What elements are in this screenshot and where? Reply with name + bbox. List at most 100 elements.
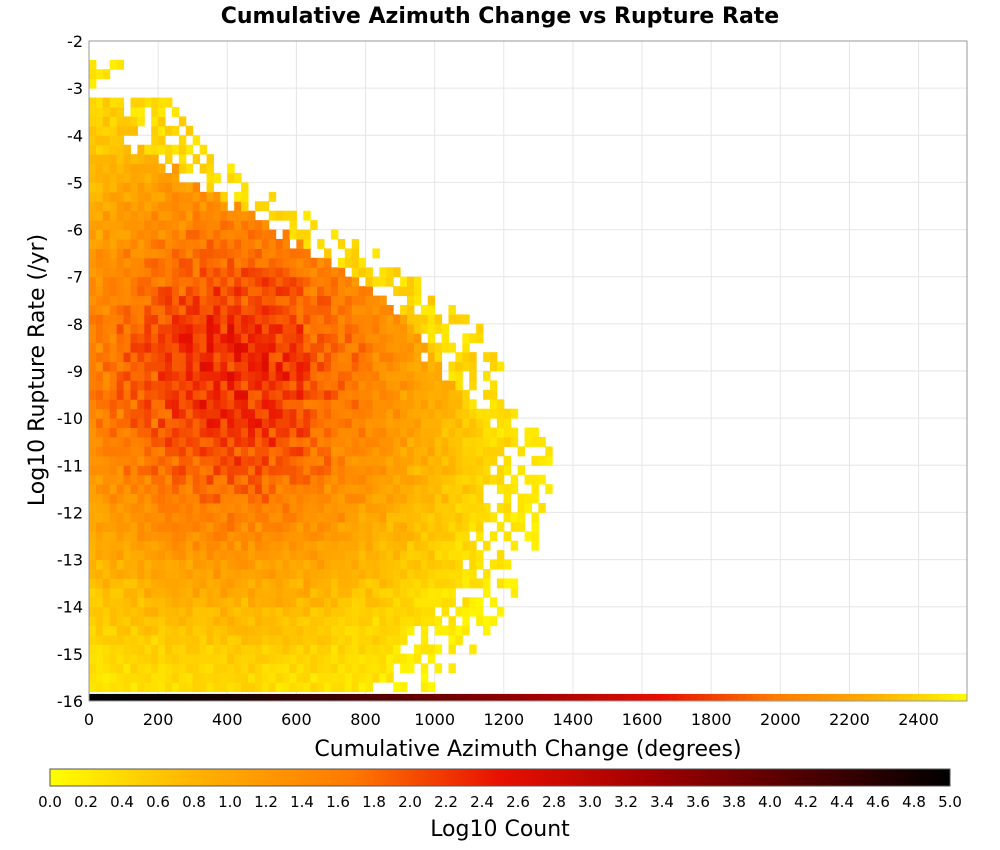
heatmap-cell (130, 418, 138, 429)
heatmap-cell (165, 474, 173, 485)
heatmap-cell (123, 521, 131, 532)
heatmap-cell (158, 380, 166, 391)
heatmap-cell (372, 389, 380, 400)
heatmap-cell (102, 295, 111, 306)
colorbar-tick-label: 2.4 (470, 793, 494, 811)
heatmap-cell (275, 352, 284, 363)
heatmap-cell (227, 635, 235, 645)
heatmap-cell (324, 635, 332, 645)
heatmap-cell (151, 559, 159, 570)
heatmap-cell (483, 352, 491, 363)
heatmap-cell (503, 493, 512, 504)
heatmap-cell (116, 97, 125, 108)
heatmap-cell (109, 305, 118, 315)
heatmap-cell (462, 389, 470, 400)
heatmap-cell (109, 361, 118, 372)
heatmap-cell (123, 352, 131, 363)
heatmap-cell (102, 342, 111, 353)
heatmap-cell (351, 503, 360, 513)
heatmap-cell (344, 399, 353, 410)
heatmap-cell (538, 503, 546, 513)
heatmap-cell (344, 606, 353, 617)
heatmap-cell (192, 437, 201, 447)
heatmap-cell (344, 427, 353, 438)
heatmap-cell (102, 644, 111, 655)
heatmap-cell (151, 248, 159, 259)
heatmap-cell (330, 305, 339, 315)
heatmap-cell (261, 521, 270, 532)
heatmap-cell (213, 663, 221, 674)
heatmap-cell (455, 418, 463, 429)
heatmap-cell (289, 210, 297, 221)
heatmap-cell (358, 399, 367, 410)
heatmap-cell (171, 653, 180, 664)
heatmap-cell (116, 474, 125, 485)
heatmap-cell (483, 455, 491, 466)
heatmap-cell (351, 408, 360, 419)
heatmap-cell (144, 144, 152, 155)
heatmap-cell (268, 314, 277, 325)
heatmap-cell (95, 682, 104, 693)
heatmap-cell (130, 531, 138, 542)
heatmap-cell (109, 333, 118, 344)
heatmap-cell (192, 389, 201, 400)
heatmap-cell (386, 540, 394, 551)
heatmap-cell (116, 437, 125, 447)
heatmap-cell (95, 116, 104, 127)
heatmap-cell (123, 465, 131, 476)
heatmap-cell (220, 644, 228, 655)
heatmap-cell (330, 644, 339, 655)
heatmap-cell (109, 144, 118, 155)
heatmap-cell (337, 314, 346, 325)
heatmap-cell (282, 559, 290, 570)
heatmap-cell (469, 540, 477, 551)
heatmap-cell (324, 333, 332, 344)
heatmap-cell (165, 210, 173, 221)
heatmap-cell (102, 276, 111, 287)
heatmap-cell (144, 191, 152, 202)
heatmap-cell (130, 512, 138, 523)
heatmap-cell (455, 455, 463, 466)
heatmap-cell (393, 644, 401, 655)
heatmap-floor-cell (807, 693, 816, 701)
heatmap-cell (386, 408, 394, 419)
heatmap-cell (344, 597, 353, 608)
heatmap-cell (324, 653, 332, 664)
heatmap-cell (289, 474, 297, 485)
heatmap-cell (379, 653, 387, 664)
heatmap-cell (192, 314, 201, 325)
heatmap-cell (102, 587, 111, 598)
heatmap-cell (102, 569, 111, 579)
heatmap-cell (496, 361, 505, 372)
heatmap-cell (171, 210, 180, 221)
heatmap-cell (116, 587, 125, 598)
heatmap-cell (151, 163, 159, 174)
heatmap-cell (178, 521, 187, 532)
heatmap-cell (206, 597, 214, 608)
heatmap-cell (123, 116, 131, 127)
heatmap-cell (254, 587, 263, 598)
heatmap-cell (109, 672, 118, 683)
heatmap-cell (282, 342, 290, 353)
heatmap-cell (324, 606, 332, 617)
heatmap-cell (489, 427, 498, 438)
heatmap-cell (448, 521, 456, 532)
heatmap-cell (393, 616, 401, 627)
heatmap-cell (213, 286, 221, 297)
colorbar-tick-label: 0.4 (110, 793, 134, 811)
heatmap-floor-cell (586, 693, 595, 701)
heatmap-cell (483, 569, 491, 579)
heatmap-cell (282, 437, 290, 447)
heatmap-cell (317, 644, 325, 655)
heatmap-cell (151, 286, 159, 297)
heatmap-cell (248, 314, 256, 325)
heatmap-cell (89, 540, 97, 551)
heatmap-cell (158, 305, 166, 315)
heatmap-cell (95, 389, 104, 400)
heatmap-cell (434, 559, 443, 570)
heatmap-cell (261, 220, 270, 231)
heatmap-cell (151, 672, 159, 683)
heatmap-cell (234, 323, 242, 334)
heatmap-cell (434, 484, 443, 495)
heatmap-cell (268, 597, 277, 608)
